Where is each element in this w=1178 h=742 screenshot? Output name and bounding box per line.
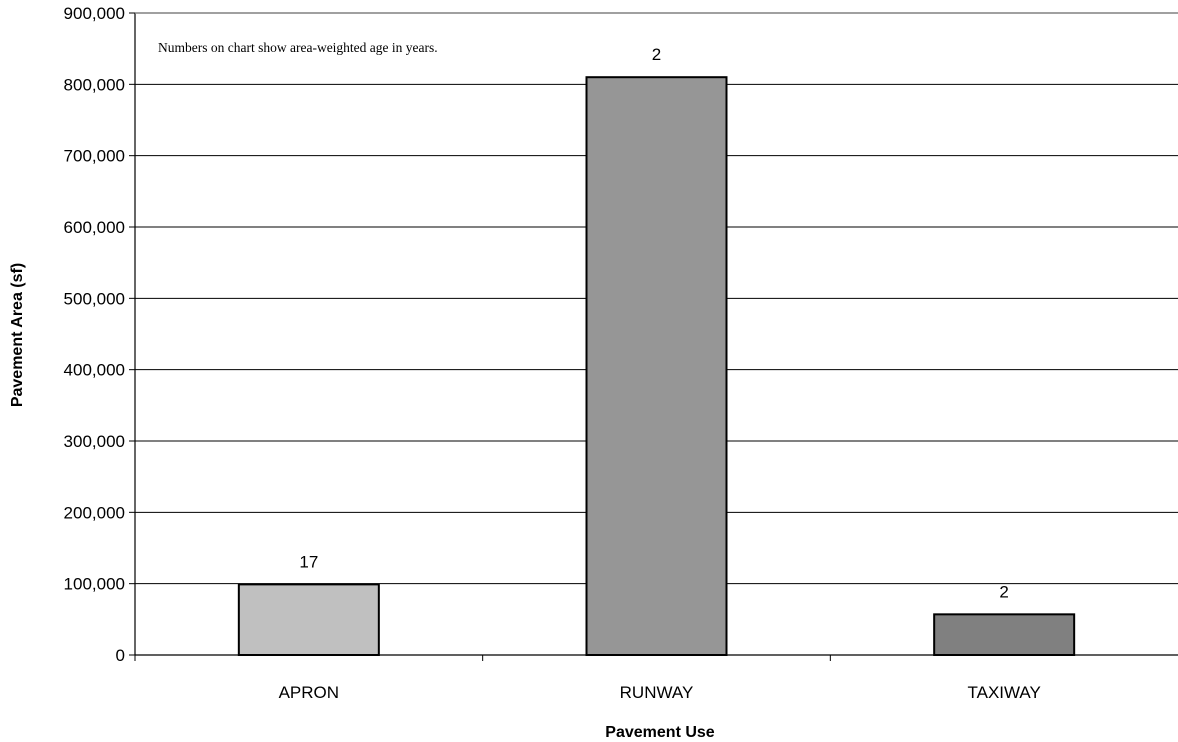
y-axis-ticks: 0 100,000 200,000 300,000 400,000 500,000 600,… <box>64 4 135 665</box>
x-axis-categories: APRON RUNWAY TAXIWAY <box>279 683 1041 702</box>
y-tick-label: 800,000 <box>64 75 125 94</box>
axes <box>134 12 1178 661</box>
y-tick-label: 900,000 <box>64 4 125 23</box>
y-tick-label: 100,000 <box>64 575 125 594</box>
y-tick-label: 500,000 <box>64 289 125 308</box>
bar-apron <box>237 583 380 657</box>
y-tick-label: 0 <box>116 646 125 665</box>
y-axis-title: Pavement Area (sf) <box>9 263 26 407</box>
y-tick-label: 600,000 <box>64 218 125 237</box>
x-axis-title: Pavement Use <box>605 724 714 741</box>
bar-taxiway <box>933 613 1076 657</box>
x-tick-label: TAXIWAY <box>967 683 1040 702</box>
y-tick-label: 200,000 <box>64 503 125 522</box>
x-tick-label: APRON <box>279 683 339 702</box>
bar-runway <box>585 76 728 656</box>
data-label-apron: 17 <box>299 552 318 571</box>
chart-annotation: Numbers on chart show area-weighted age … <box>158 40 438 55</box>
data-label-taxiway: 2 <box>999 582 1008 601</box>
y-tick-label: 700,000 <box>64 147 125 166</box>
y-tick-label: 400,000 <box>64 361 125 380</box>
y-tick-label: 300,000 <box>64 432 125 451</box>
data-label-runway: 2 <box>652 45 661 64</box>
x-tick-label: RUNWAY <box>620 683 694 702</box>
bars <box>237 76 1076 657</box>
